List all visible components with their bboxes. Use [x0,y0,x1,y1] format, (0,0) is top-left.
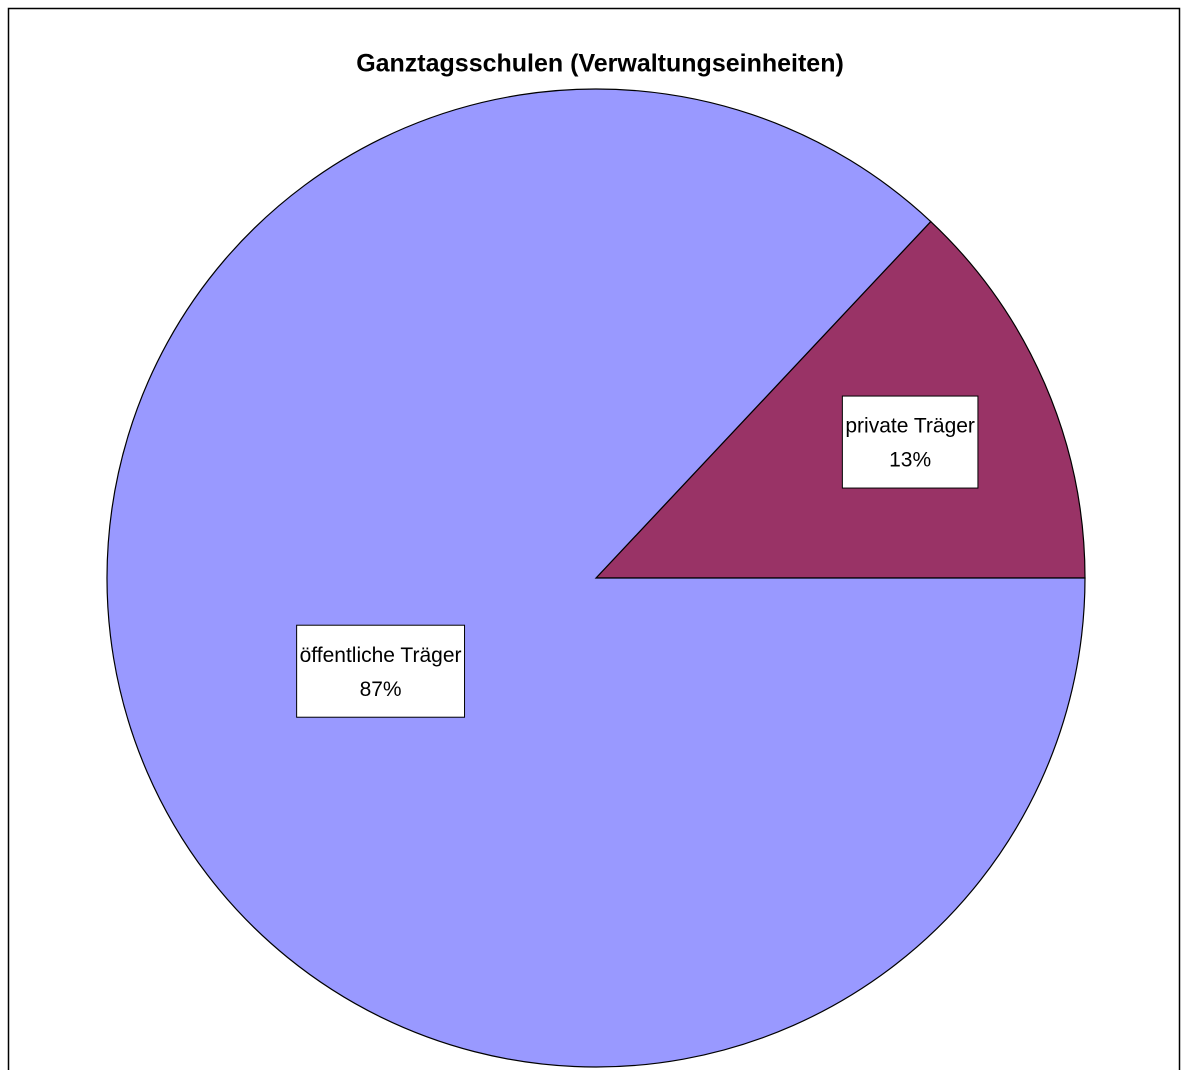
data-label: private Träger 13% [841,395,979,489]
chart-title: Ganztagsschulen (Verwaltungseinheiten) [356,50,844,78]
data-label-box [841,395,979,489]
data-label-category: öffentliche Träger [300,644,462,667]
data-label-box [296,624,466,718]
data-label-value: 87% [360,678,402,701]
data-label: öffentliche Träger 87% [296,624,466,718]
data-label-category: private Träger [845,415,975,438]
pie-slice [106,88,1086,1068]
data-label-value: 13% [889,449,931,472]
pie-slice [594,220,1086,579]
